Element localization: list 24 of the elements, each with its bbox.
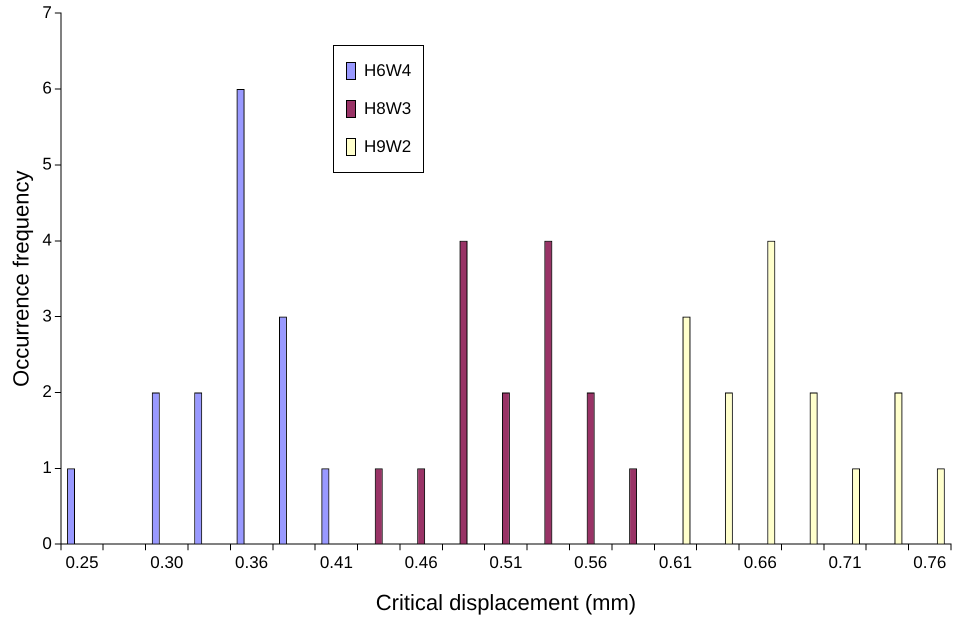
y-tick-label: 2 [42,382,52,402]
y-tick-label: 7 [42,2,52,22]
legend-label: H6W4 [364,61,412,81]
y-tick-label: 5 [42,154,52,174]
x-tick-label: 0.41 [320,553,353,572]
x-tick-label: 0.66 [744,553,777,572]
x-tick-label: 0.76 [913,553,946,572]
x-tick-label: 0.51 [489,553,522,572]
y-tick-label: 6 [42,78,52,98]
x-tick-label: 0.25 [66,553,99,572]
x-tick-label: 0.56 [574,553,608,572]
y-tick-label: 4 [42,230,52,250]
y-tick-label: 0 [42,534,52,553]
y-axis-title: Occurrence frequency [8,170,34,387]
y-tick-label: 1 [42,458,52,478]
x-tick-label: 0.61 [658,553,692,572]
x-tick-label: 0.30 [150,553,184,572]
y-tick-label: 3 [42,306,52,326]
x-tick-label: 0.36 [235,553,268,572]
x-axis-title: Critical displacement (mm) [376,590,636,615]
legend-label: H8W3 [364,99,412,119]
x-tick-label: 0.71 [828,553,862,572]
legend-label: H9W2 [364,137,412,157]
x-tick-label: 0.46 [404,553,438,572]
